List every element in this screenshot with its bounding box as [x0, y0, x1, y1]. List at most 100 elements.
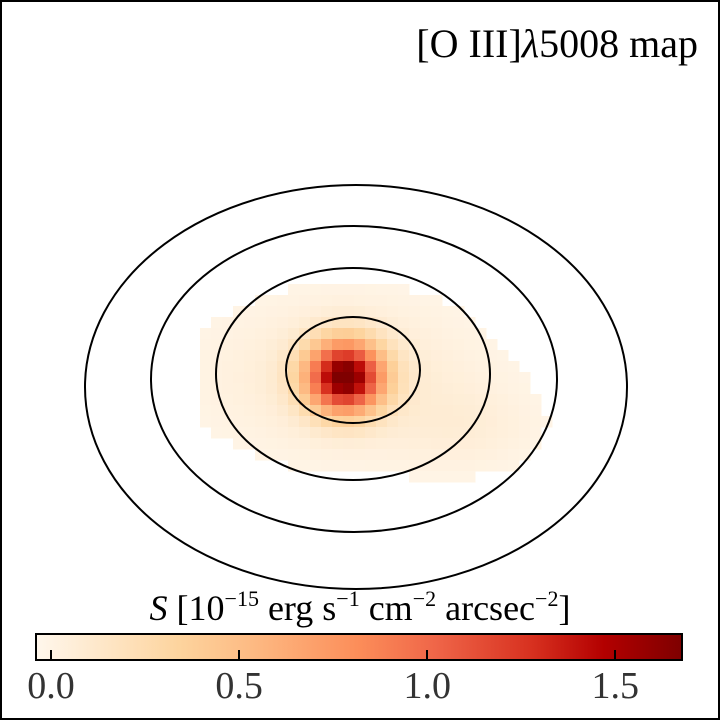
map-pixel: [497, 416, 509, 428]
map-pixel: [486, 460, 498, 472]
map-pixel: [365, 372, 377, 384]
map-pixel: [255, 416, 267, 428]
map-pixel: [398, 438, 410, 450]
map-pixel: [211, 394, 223, 406]
map-pixel: [420, 383, 432, 395]
map-pixel: [343, 306, 355, 318]
map-pixel: [354, 460, 366, 472]
map-pixel: [530, 405, 542, 417]
colorbar-tick-label: 1.0: [403, 665, 451, 707]
map-pixel: [277, 372, 289, 384]
map-pixel: [310, 427, 322, 439]
map-pixel: [486, 438, 498, 450]
map-pixel: [321, 295, 333, 307]
map-pixel: [508, 372, 520, 384]
map-pixel: [486, 339, 498, 351]
map-pixel: [409, 339, 421, 351]
map-pixel: [519, 372, 531, 384]
map-pixel: [497, 449, 509, 461]
map-pixel: [321, 383, 333, 395]
map-pixel: [288, 438, 300, 450]
map-pixel: [508, 427, 520, 439]
map-pixel: [365, 438, 377, 450]
map-pixel: [310, 295, 322, 307]
map-pixel: [409, 471, 421, 483]
map-pixel: [475, 394, 487, 406]
map-pixel: [442, 460, 454, 472]
map-pixel: [277, 295, 289, 307]
map-pixel: [442, 350, 454, 362]
map-pixel: [211, 317, 223, 329]
map-pixel: [508, 405, 520, 417]
map-pixel: [244, 328, 256, 340]
map-pixel: [420, 427, 432, 439]
map-pixel: [464, 350, 476, 362]
map-pixel: [365, 449, 377, 461]
map-pixel: [409, 350, 421, 362]
map-pixel: [519, 383, 531, 395]
map-pixel: [222, 416, 234, 428]
map-pixel: [431, 328, 443, 340]
map-pixel: [508, 449, 520, 461]
map-pixel: [486, 383, 498, 395]
map-pixel: [266, 383, 278, 395]
contour-3: [150, 225, 558, 533]
map-pixel: [420, 438, 432, 450]
map-pixel: [222, 350, 234, 362]
colorbar-tick-label: 0.5: [215, 665, 263, 707]
map-pixel: [310, 449, 322, 461]
map-pixel: [233, 383, 245, 395]
map-pixel: [222, 372, 234, 384]
map-pixel: [354, 427, 366, 439]
map-pixel: [222, 405, 234, 417]
map-pixel: [365, 284, 377, 296]
map-pixel: [244, 317, 256, 329]
map-pixel: [299, 449, 311, 461]
map-pixel: [321, 449, 333, 461]
map-pixel: [354, 383, 366, 395]
map-pixel: [255, 372, 267, 384]
map-pixel: [310, 416, 322, 428]
map-pixel: [453, 339, 465, 351]
map-pixel: [508, 394, 520, 406]
map-pixel: [266, 449, 278, 461]
map-pixel: [387, 306, 399, 318]
map-pixel: [354, 361, 366, 373]
colorbar-tick-label: 1.5: [591, 665, 640, 707]
contour-4: [84, 184, 628, 590]
map-pixel: [409, 394, 421, 406]
map-pixel: [453, 471, 465, 483]
map-pixel: [464, 427, 476, 439]
map-pixel: [387, 372, 399, 384]
map-pixel: [332, 383, 344, 395]
map-pixel: [409, 405, 421, 417]
map-pixel: [233, 394, 245, 406]
map-pixel: [453, 427, 465, 439]
map-pixel: [431, 438, 443, 450]
map-pixel: [288, 350, 300, 362]
map-pixel: [343, 383, 355, 395]
map-pixel: [387, 427, 399, 439]
map-pixel: [398, 284, 410, 296]
map-pixel: [431, 317, 443, 329]
map-pixel: [244, 405, 256, 417]
map-pixel: [255, 328, 267, 340]
map-pixel: [508, 460, 520, 472]
map-pixel: [398, 427, 410, 439]
map-pixel: [332, 306, 344, 318]
map-pixel: [343, 405, 355, 417]
map-pixel: [233, 317, 245, 329]
map-pixel: [376, 306, 388, 318]
map-pixel: [211, 427, 223, 439]
map-pixel: [266, 361, 278, 373]
map-pixel: [464, 471, 476, 483]
map-pixel: [497, 350, 509, 362]
map-pixel: [387, 383, 399, 395]
colorbar-tick: [426, 650, 429, 660]
map-pixel: [453, 449, 465, 461]
map-pixel: [453, 405, 465, 417]
map-pixel: [321, 361, 333, 373]
map-pixel: [420, 361, 432, 373]
map-pixel: [486, 350, 498, 362]
map-pixel: [442, 372, 454, 384]
